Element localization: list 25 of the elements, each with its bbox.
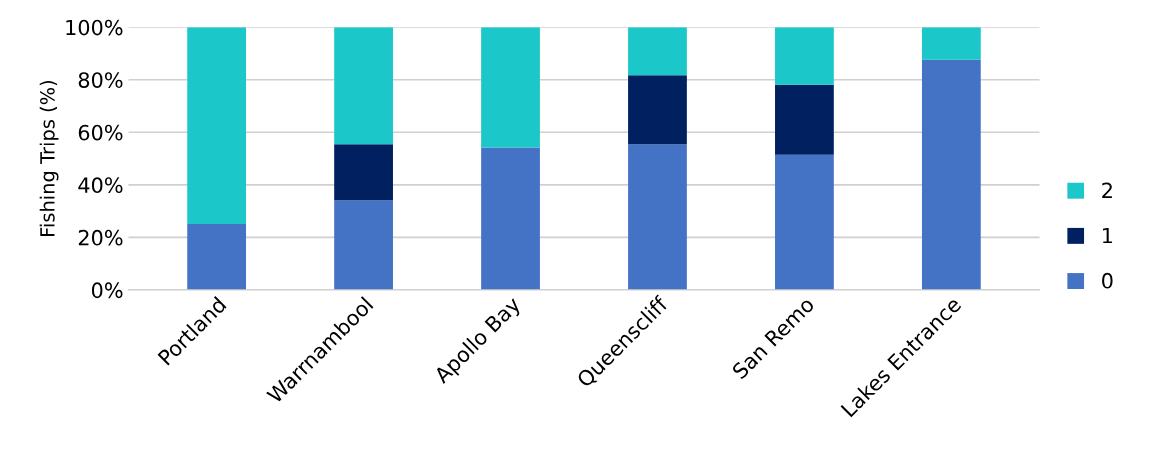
bar	[921, 27, 981, 60]
bar	[481, 147, 540, 290]
y-tick-label: 0%	[91, 282, 123, 299]
legend-label: 2	[1102, 182, 1112, 198]
y-tick-label: 80%	[78, 72, 123, 88]
legend-label: 0	[1102, 272, 1113, 289]
bar	[187, 223, 247, 290]
y-tick-label: 60%	[78, 124, 123, 141]
y-tick-label: 20%	[78, 229, 123, 246]
bar	[334, 27, 393, 145]
y-axis-title: Fishing Trips (%)	[39, 80, 59, 236]
bar	[775, 154, 834, 290]
bar	[628, 27, 687, 76]
bar	[628, 144, 687, 290]
bar	[628, 75, 687, 145]
y-tick-label: 40%	[78, 177, 123, 194]
legend-label: 1	[1103, 227, 1113, 244]
bar	[187, 27, 247, 224]
bar	[334, 144, 393, 201]
bar	[921, 59, 981, 290]
bar	[775, 84, 834, 155]
bar	[334, 200, 393, 290]
bar	[481, 27, 540, 148]
y-tick-label: 100%	[66, 19, 123, 36]
bar	[775, 27, 834, 85]
